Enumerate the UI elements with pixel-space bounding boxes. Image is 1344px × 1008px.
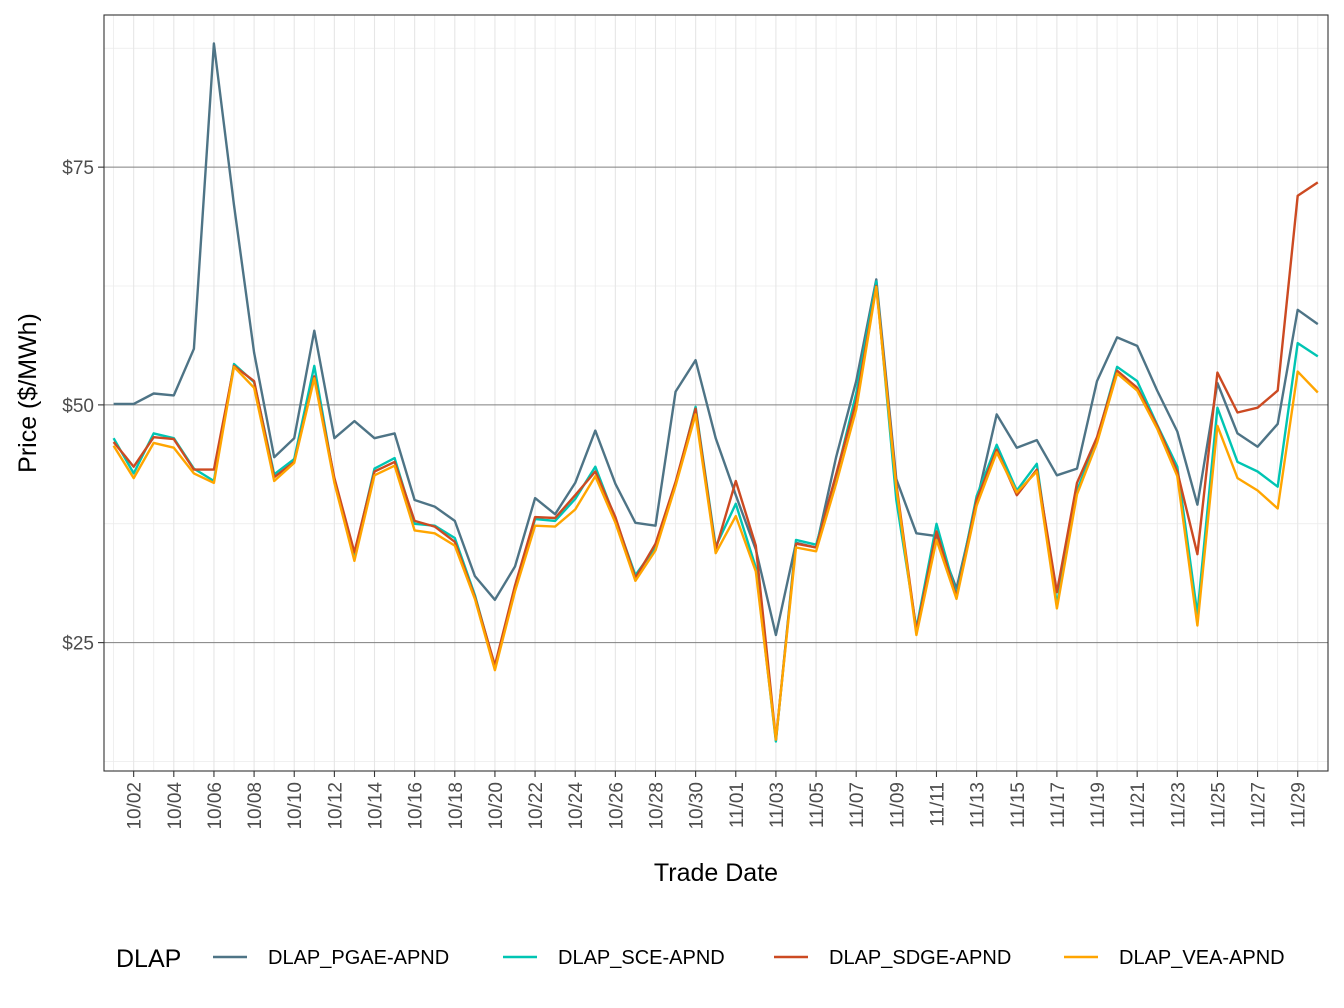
x-axis-ticks: 10/02 10/04 10/06 10/08 10/10 10/12 10/14 10/16… [125, 771, 1310, 830]
series-line [112, 285, 1319, 741]
x-tick-label: 10/14 [366, 782, 387, 830]
x-tick-label: 10/26 [606, 782, 627, 830]
x-tick-label: 10/16 [406, 782, 427, 830]
legend: DLAP DLAP_PGAE-APND DLAP_SCE-APND DLAP_SDG… [116, 945, 1285, 973]
x-tick-label: 11/15 [1008, 782, 1029, 828]
x-tick-label: 11/11 [927, 782, 948, 827]
x-tick-label: 10/30 [687, 782, 708, 830]
x-tick-label: 11/17 [1048, 782, 1069, 828]
y-axis-ticks: $25 $50 $75 [62, 158, 104, 655]
x-tick-label: 10/08 [245, 782, 266, 830]
x-axis-title: Trade Date [654, 859, 778, 887]
y-tick-label: $25 [62, 634, 94, 655]
x-tick-label: 10/18 [446, 782, 467, 830]
x-tick-label: 11/21 [1128, 782, 1149, 828]
x-tick-label: 10/20 [486, 782, 507, 830]
minor-gridlines [104, 15, 1328, 771]
x-tick-label: 10/02 [125, 782, 146, 830]
x-tick-label: 10/24 [566, 782, 587, 830]
x-tick-label: 10/12 [325, 782, 346, 830]
x-tick-label: 10/06 [205, 782, 226, 830]
y-tick-label: $50 [62, 396, 94, 417]
x-tick-label: 10/28 [646, 782, 667, 830]
x-tick-label: 11/23 [1168, 782, 1189, 828]
x-tick-label: 10/04 [165, 782, 186, 830]
y-axis-title: Price ($/MWh) [14, 313, 42, 473]
x-tick-label: 11/07 [847, 782, 868, 828]
series-layer [112, 42, 1319, 743]
legend-label: DLAP_VEA-APND [1119, 947, 1285, 969]
legend-label: DLAP_SCE-APND [558, 947, 725, 969]
series-line [113, 42, 1319, 637]
x-tick-label: 11/27 [1249, 782, 1270, 828]
x-tick-label: 11/05 [807, 782, 828, 828]
y-tick-label: $75 [62, 158, 94, 179]
x-tick-label: 11/29 [1289, 782, 1310, 828]
x-tick-label: 11/19 [1088, 782, 1109, 828]
x-tick-label: 10/10 [285, 782, 306, 830]
legend-title: DLAP [116, 945, 181, 973]
legend-label: DLAP_PGAE-APND [268, 947, 449, 969]
x-tick-label: 11/09 [887, 782, 908, 828]
major-gridlines [104, 15, 1328, 771]
x-tick-label: 10/22 [526, 782, 547, 830]
x-tick-label: 11/25 [1208, 782, 1229, 828]
x-tick-label: 11/13 [968, 782, 989, 828]
panel-border [103, 14, 1329, 772]
legend-label: DLAP_SDGE-APND [829, 947, 1011, 969]
x-tick-label: 11/01 [727, 782, 748, 828]
x-tick-label: 11/03 [767, 782, 788, 828]
